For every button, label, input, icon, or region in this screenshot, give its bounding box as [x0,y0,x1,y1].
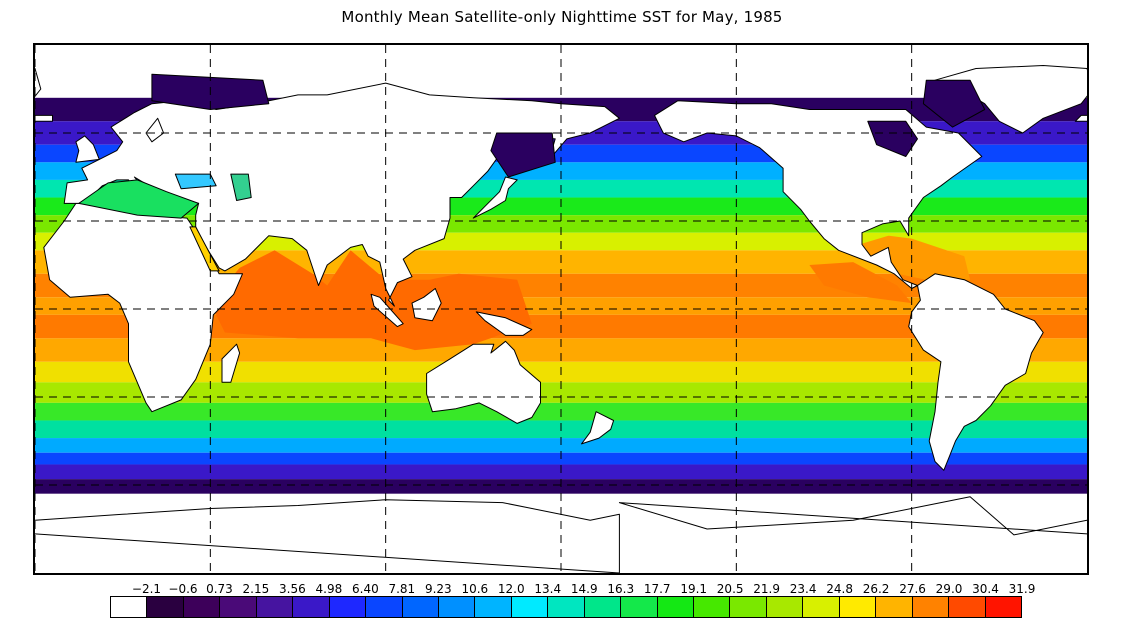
land-indonesia-borneo [411,288,442,322]
colorbar-swatch-21 [876,597,913,617]
colorbar-tick-label: 24.8 [826,582,853,596]
colorbar-swatch-16 [694,597,731,617]
colorbar-tick-label: 16.3 [607,582,635,596]
sst-band-15 [35,382,1087,403]
land-new-guinea [475,311,533,336]
colorbar-tick-label: 31.9 [1008,582,1036,596]
sea-baffin-bay [922,79,986,128]
colorbar-tick-label: 30.4 [972,582,999,596]
land-sumatra [370,293,404,328]
sea-black-sea [174,173,217,190]
land-madagascar [221,343,241,383]
colorbar-swatch-1 [147,597,184,617]
colorbar-tick-label: 6.40 [352,582,379,596]
colorbar-tick-label: 17.7 [643,582,671,596]
colorbar-swatch-18 [766,597,804,617]
colorbar-swatch-13 [584,597,622,617]
colorbar-swatch-24 [985,597,1021,617]
colorbar-swatch-4 [256,597,294,617]
land-japan [472,176,518,219]
colorbar-swatch-2 [183,597,221,617]
colorbar-swatch-17 [730,597,767,617]
colorbar-swatch-22 [912,597,950,617]
sst-band-13 [35,338,1087,362]
colorbar-tick-label: 21.9 [753,582,780,596]
colorbar-tick-label: 12.0 [497,582,525,596]
colorbar-tick-label: 23.4 [789,582,817,596]
land-iceland-wrap-l [35,114,53,122]
colorbar-tick-label: 9.23 [424,582,452,596]
sst-map [33,43,1089,575]
sea-mediterranean [78,179,200,219]
land-iceland [1074,114,1087,122]
colorbar-swatch-0 [111,597,148,617]
colorbar-swatch-20 [839,597,877,617]
colorbar-swatch-7 [366,597,403,617]
colorbar-tick-label: 7.81 [388,582,416,596]
colorbar-swatch-19 [803,597,840,617]
colorbar-swatch-5 [293,597,330,617]
colorbar [110,596,1022,618]
colorbar-tick-label: 3.56 [279,582,306,596]
colorbar-tick-label: 2.15 [242,582,270,596]
sea-red-sea [189,226,220,272]
sea-caspian-sea [230,173,252,201]
colorbar-swatch-3 [220,597,257,617]
colorbar-tick-label: 13.4 [534,582,562,596]
colorbar-tick-label: −0.6 [168,582,198,596]
colorbar-tick-label: 0.73 [206,582,233,596]
colorbar-swatch-14 [621,597,658,617]
colorbar-swatch-15 [657,597,694,617]
colorbar-swatch-8 [402,597,439,617]
colorbar-tick-label: 4.98 [315,582,343,596]
land-australia [426,340,541,424]
land-british-isles [75,135,100,163]
colorbar-tick-label: 10.6 [461,582,489,596]
land-south-america [908,273,1044,471]
colorbar-swatch-11 [511,597,549,617]
colorbar-swatch-23 [949,597,986,617]
colorbar-swatch-9 [438,597,476,617]
colorbar-tick-labels: −2.1 −0.6 0.73 2.15 3.56 4.98 6.40 7.81 9.23 10.6… [0,582,1124,596]
sst-map-canvas [35,45,1087,573]
warm-pool-indian-ocean-warm-pool [210,250,532,351]
sst-band-18 [35,438,1087,453]
colorbar-tick-label: −2.1 [131,582,162,596]
colorbar-swatch-6 [329,597,367,617]
colorbar-tick-label: 26.2 [862,582,890,596]
land-greenland-wrap-l [35,67,42,98]
land-new-zealand [581,411,615,445]
colorbar-tick-label: 14.9 [570,582,598,596]
colorbar-swatch-10 [475,597,512,617]
colorbar-tick-label: 27.6 [899,582,926,596]
colorbar-tick-label: 19.1 [680,582,708,596]
warm-pool-east-pacific-warm-pool [809,262,912,304]
land-antarctica-wrap-l [35,499,620,573]
map-title: Monthly Mean Satellite-only Nighttime SS… [341,8,783,26]
colorbar-tick-label: 20.5 [716,582,744,596]
colorbar-tick-label: 29.0 [935,582,963,596]
colorbar-swatch-12 [548,597,585,617]
